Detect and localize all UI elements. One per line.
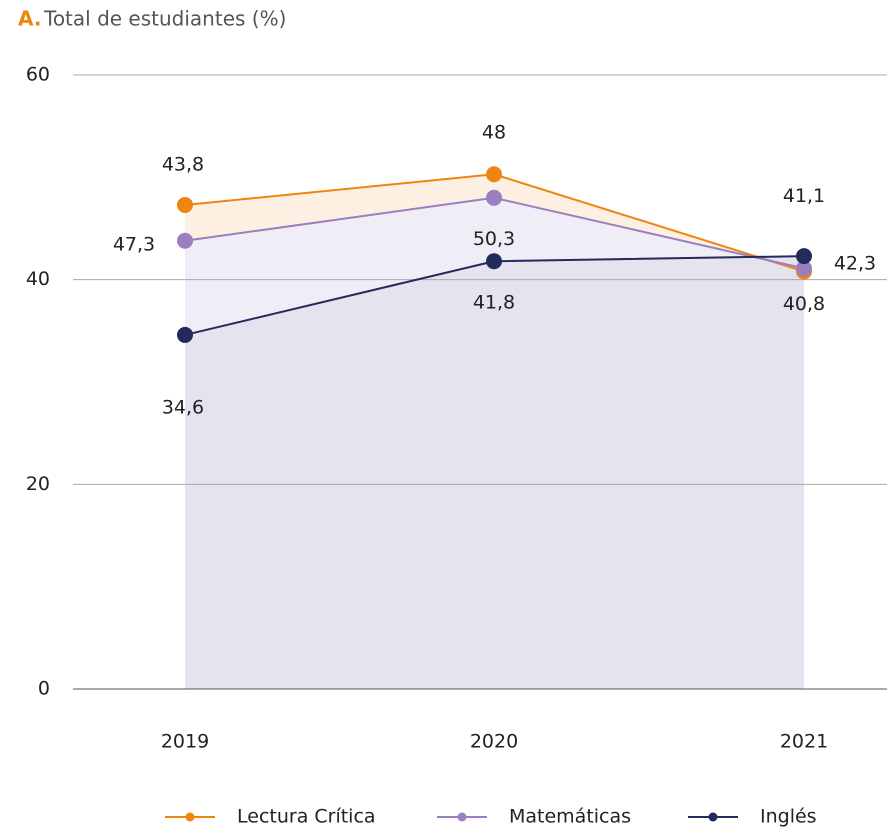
point: [177, 232, 193, 249]
data-label: 43,8: [162, 153, 204, 175]
area: [185, 256, 804, 689]
x-tick-label: 2020: [470, 731, 518, 753]
legend-label: Lectura Crítica: [237, 806, 376, 828]
y-tick-label: 20: [26, 473, 50, 495]
x-tick-label: 2019: [161, 731, 209, 753]
point: [486, 166, 502, 183]
y-tick-label: 0: [38, 678, 50, 700]
data-label: 42,3: [834, 253, 876, 275]
point: [177, 326, 193, 343]
legend-label: Inglés: [760, 806, 817, 828]
point: [486, 189, 502, 206]
point: [486, 253, 502, 270]
legend-marker: [708, 812, 718, 822]
y-tick-label: 60: [26, 64, 50, 86]
point: [177, 196, 193, 213]
data-label: 47,3: [113, 233, 155, 255]
x-tick-label: 2021: [780, 731, 828, 753]
panel-label: A.: [18, 7, 41, 31]
data-label: 40,8: [783, 293, 825, 315]
data-label: 34,6: [162, 396, 204, 418]
data-label: 41,1: [783, 185, 825, 207]
chart-title: Total de estudiantes (%): [43, 7, 286, 31]
data-label: 41,8: [473, 292, 515, 314]
legend-label: Matemáticas: [509, 806, 631, 828]
legend-marker: [185, 812, 195, 822]
y-tick-label: 40: [26, 268, 50, 290]
data-label: 48: [482, 121, 506, 143]
legend-marker: [457, 812, 467, 822]
point: [796, 248, 812, 265]
data-label: 50,3: [473, 228, 515, 250]
point: [796, 260, 812, 277]
